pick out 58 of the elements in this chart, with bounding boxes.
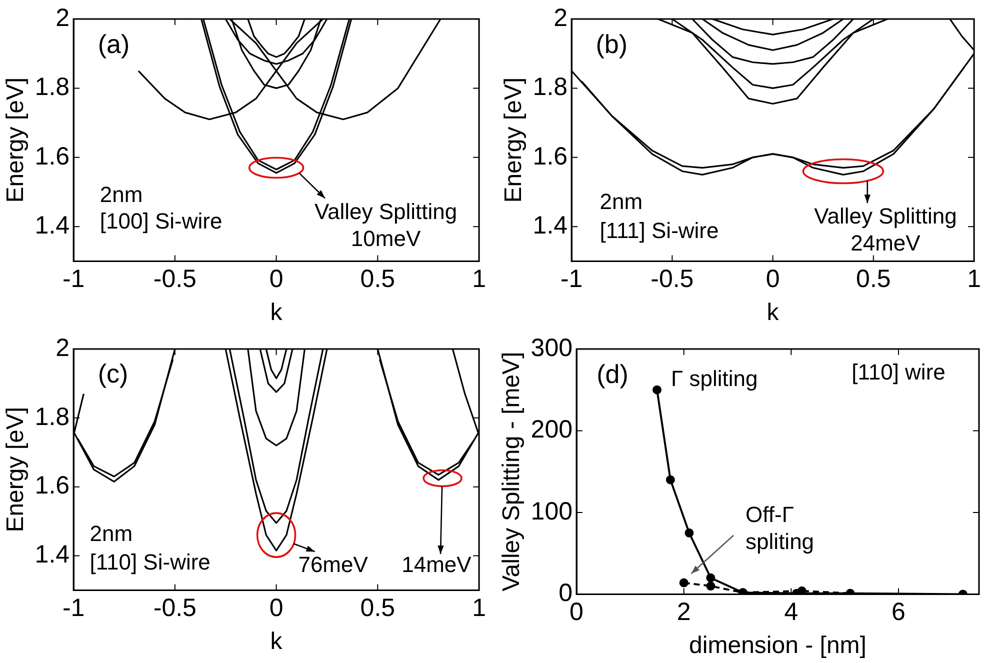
annotation: Γ spliting (671, 366, 758, 391)
annotation: [110] Si-wire (90, 550, 210, 575)
x-tick-label: 1 (472, 265, 486, 294)
y-tick-label: 1.8 (34, 73, 70, 102)
annotation: Off-Γ spliting (746, 502, 814, 554)
y-tick-label: 1.8 (34, 402, 70, 431)
x-tick-label: 0.5 (856, 265, 891, 294)
y-axis-title: Valley Splitting - [meV] (498, 352, 526, 592)
y-tick-label: 300 (530, 334, 573, 362)
x-tick-label: 4 (784, 598, 798, 626)
annotation: 2nm (90, 520, 133, 546)
x-tick-label: 2 (676, 598, 691, 626)
annotation: 76meV (298, 552, 368, 578)
y-tick-label: 1.6 (34, 472, 70, 500)
x-tick-label: 6 (892, 598, 906, 626)
annotation: [111] Si-wire (600, 218, 719, 244)
annotation: Valley Splitting 24meV (814, 204, 957, 256)
y-tick-label: 1.4 (34, 540, 70, 569)
y-tick-label: 1.4 (532, 211, 568, 240)
x-tick-label: 0.5 (360, 265, 396, 294)
annotation: [110] wire (852, 360, 946, 385)
y-tick-label: 1.6 (532, 142, 568, 170)
x-tick-label: -0.5 (650, 265, 694, 294)
x-tick-label: 0.5 (360, 594, 396, 622)
y-tick-label: 1.8 (532, 73, 568, 102)
y-tick-label: 100 (530, 497, 573, 526)
annotation: 14meV (402, 552, 472, 578)
x-tick-label: 1 (472, 594, 486, 622)
annotation: [100] Si-wire (100, 208, 222, 234)
x-tick-label: 0 (766, 265, 780, 294)
x-axis-title: k (766, 299, 780, 326)
annotation: 2nm (100, 182, 143, 207)
chart-title: (c) (98, 358, 128, 389)
x-tick-label: -0.5 (153, 594, 196, 622)
x-axis-title: k (270, 628, 284, 656)
x-tick-label: 0 (269, 594, 284, 622)
annotation: Valley Splitting 10meV (314, 198, 458, 251)
x-tick-label: -1 (62, 265, 85, 294)
x-tick-label: -1 (62, 594, 85, 622)
annotation: 2nm (600, 189, 643, 214)
chart-title: (b) (596, 28, 628, 59)
y-tick-label: 200 (530, 416, 573, 444)
y-axis-title: Energy [eV] (2, 406, 30, 532)
y-tick-label: 2 (56, 334, 70, 362)
x-tick-label: 1 (967, 265, 981, 294)
x-tick-label: -1 (560, 265, 583, 294)
y-tick-label: 1.6 (34, 142, 70, 170)
x-axis-title: dimension - [nm] (689, 632, 866, 660)
y-axis-title: Energy [eV] (2, 77, 30, 203)
x-tick-label: -0.5 (153, 265, 196, 294)
y-tick-label: 1.4 (34, 211, 70, 240)
chart-title: (a) (98, 28, 130, 59)
y-tick-label: 2 (56, 4, 70, 32)
x-axis-title: k (270, 299, 284, 326)
chart-title: (d) (596, 359, 628, 390)
x-tick-label: 0 (269, 265, 284, 294)
y-axis-title: Energy [eV] (500, 77, 528, 203)
y-tick-label: 2 (554, 4, 568, 32)
